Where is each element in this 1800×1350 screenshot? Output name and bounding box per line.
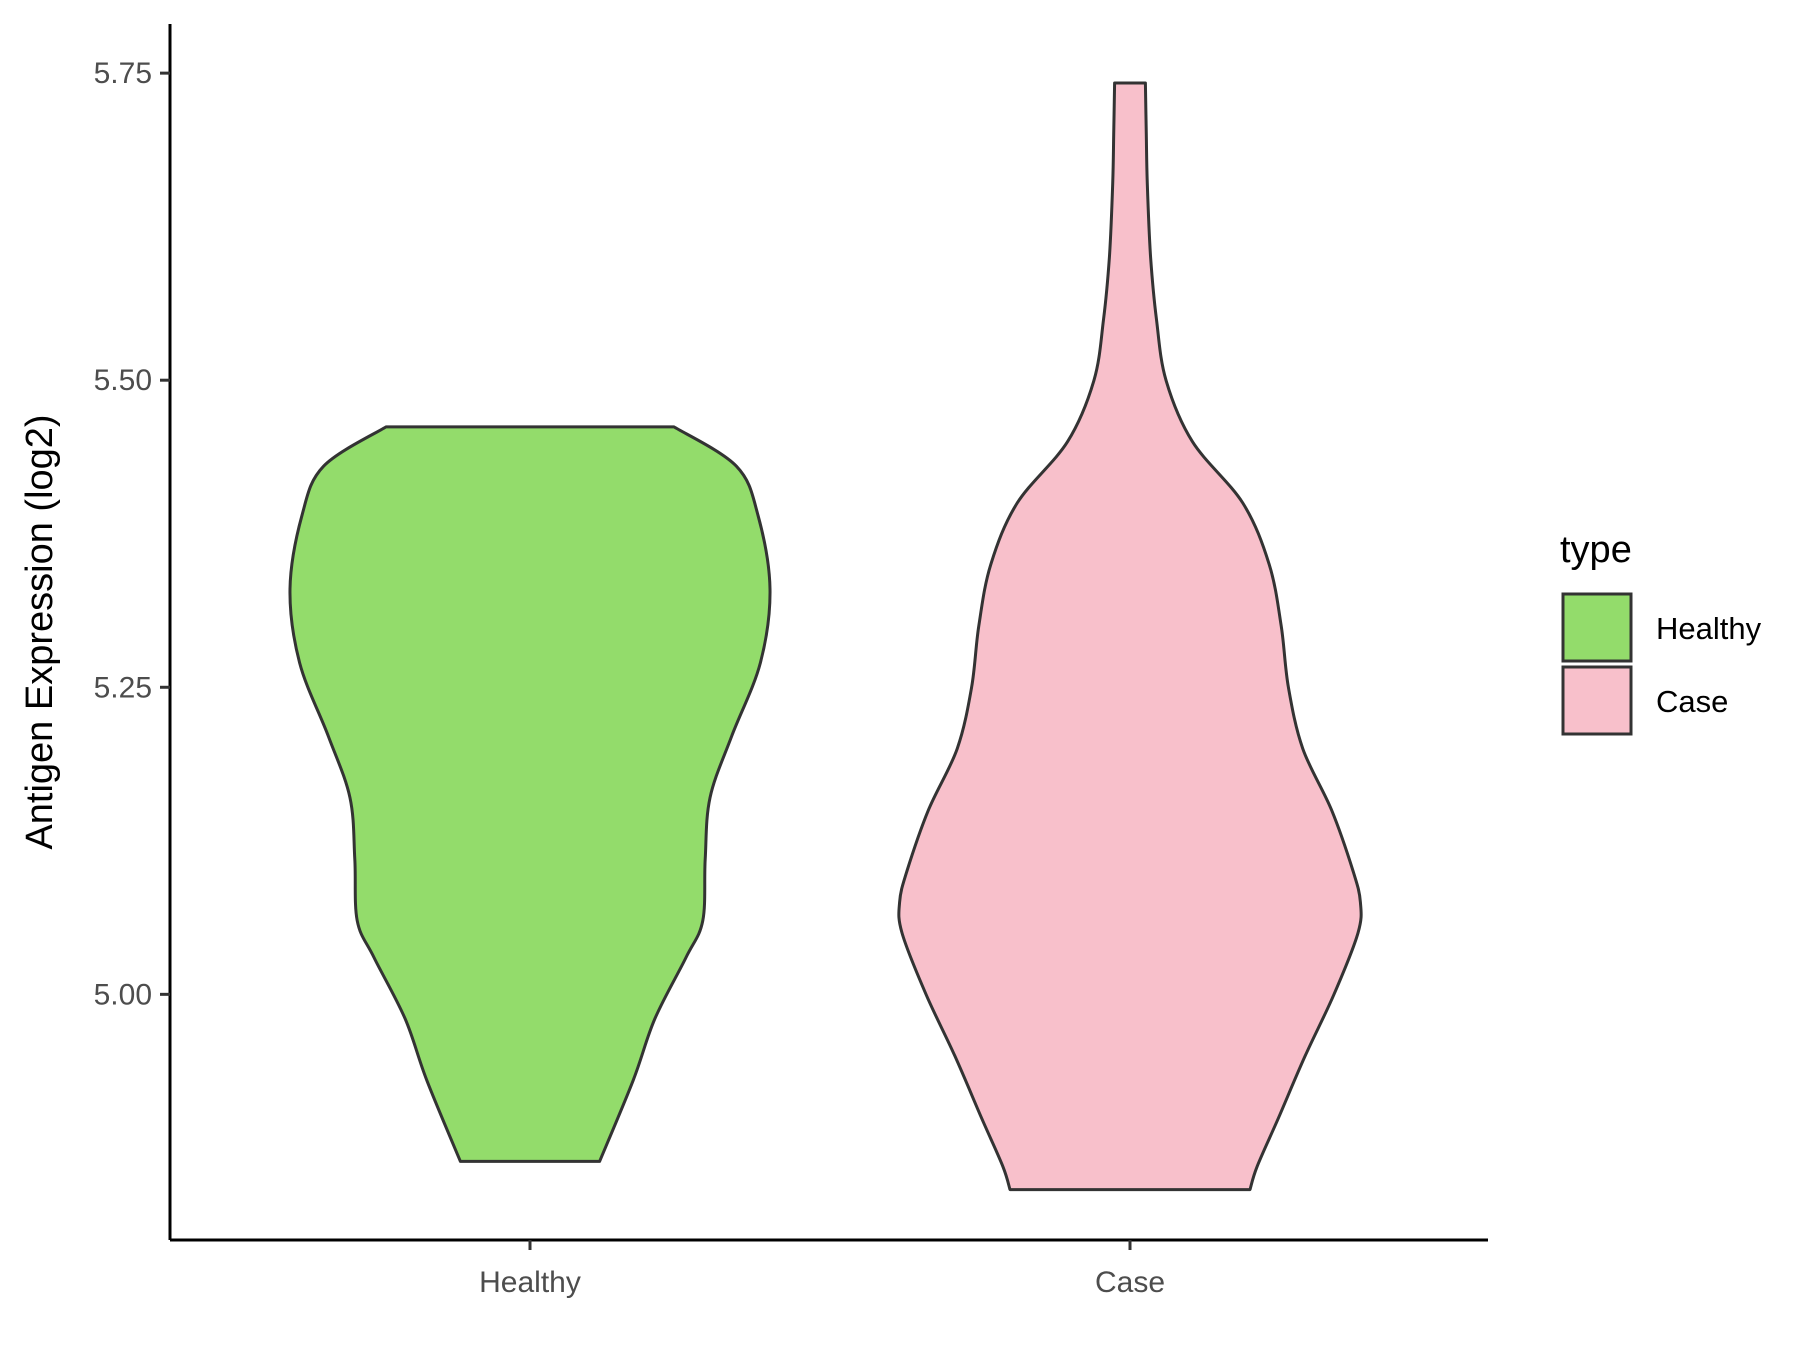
x-tick-label: Healthy: [479, 1266, 581, 1299]
legend-entries: Healthy Case: [1561, 592, 1762, 736]
y-tick-label: 5.75: [94, 57, 152, 90]
legend-swatch-healthy: [1561, 592, 1633, 663]
x-tick-label: Case: [1095, 1266, 1165, 1299]
legend-swatch-case: [1561, 665, 1633, 736]
plot-area: [288, 81, 1363, 1192]
y-tick-label: 5.50: [94, 364, 152, 397]
violin-healthy: [288, 425, 772, 1163]
violin-group: [288, 81, 1363, 1192]
y-axis: 5.00 5.25 5.50 5.75: [94, 24, 172, 1240]
legend-label-healthy: Healthy: [1656, 611, 1762, 646]
legend-title: type: [1560, 529, 1632, 571]
legend: type Healthy Case: [1560, 529, 1762, 736]
y-axis-title: Antigen Expression (log2): [19, 414, 61, 849]
legend-label-case: Case: [1656, 684, 1728, 719]
x-axis: Healthy Case: [170, 1238, 1488, 1299]
violin-case: [897, 81, 1363, 1192]
y-tick-label: 5.00: [94, 978, 152, 1011]
y-tick-label: 5.25: [94, 671, 152, 704]
